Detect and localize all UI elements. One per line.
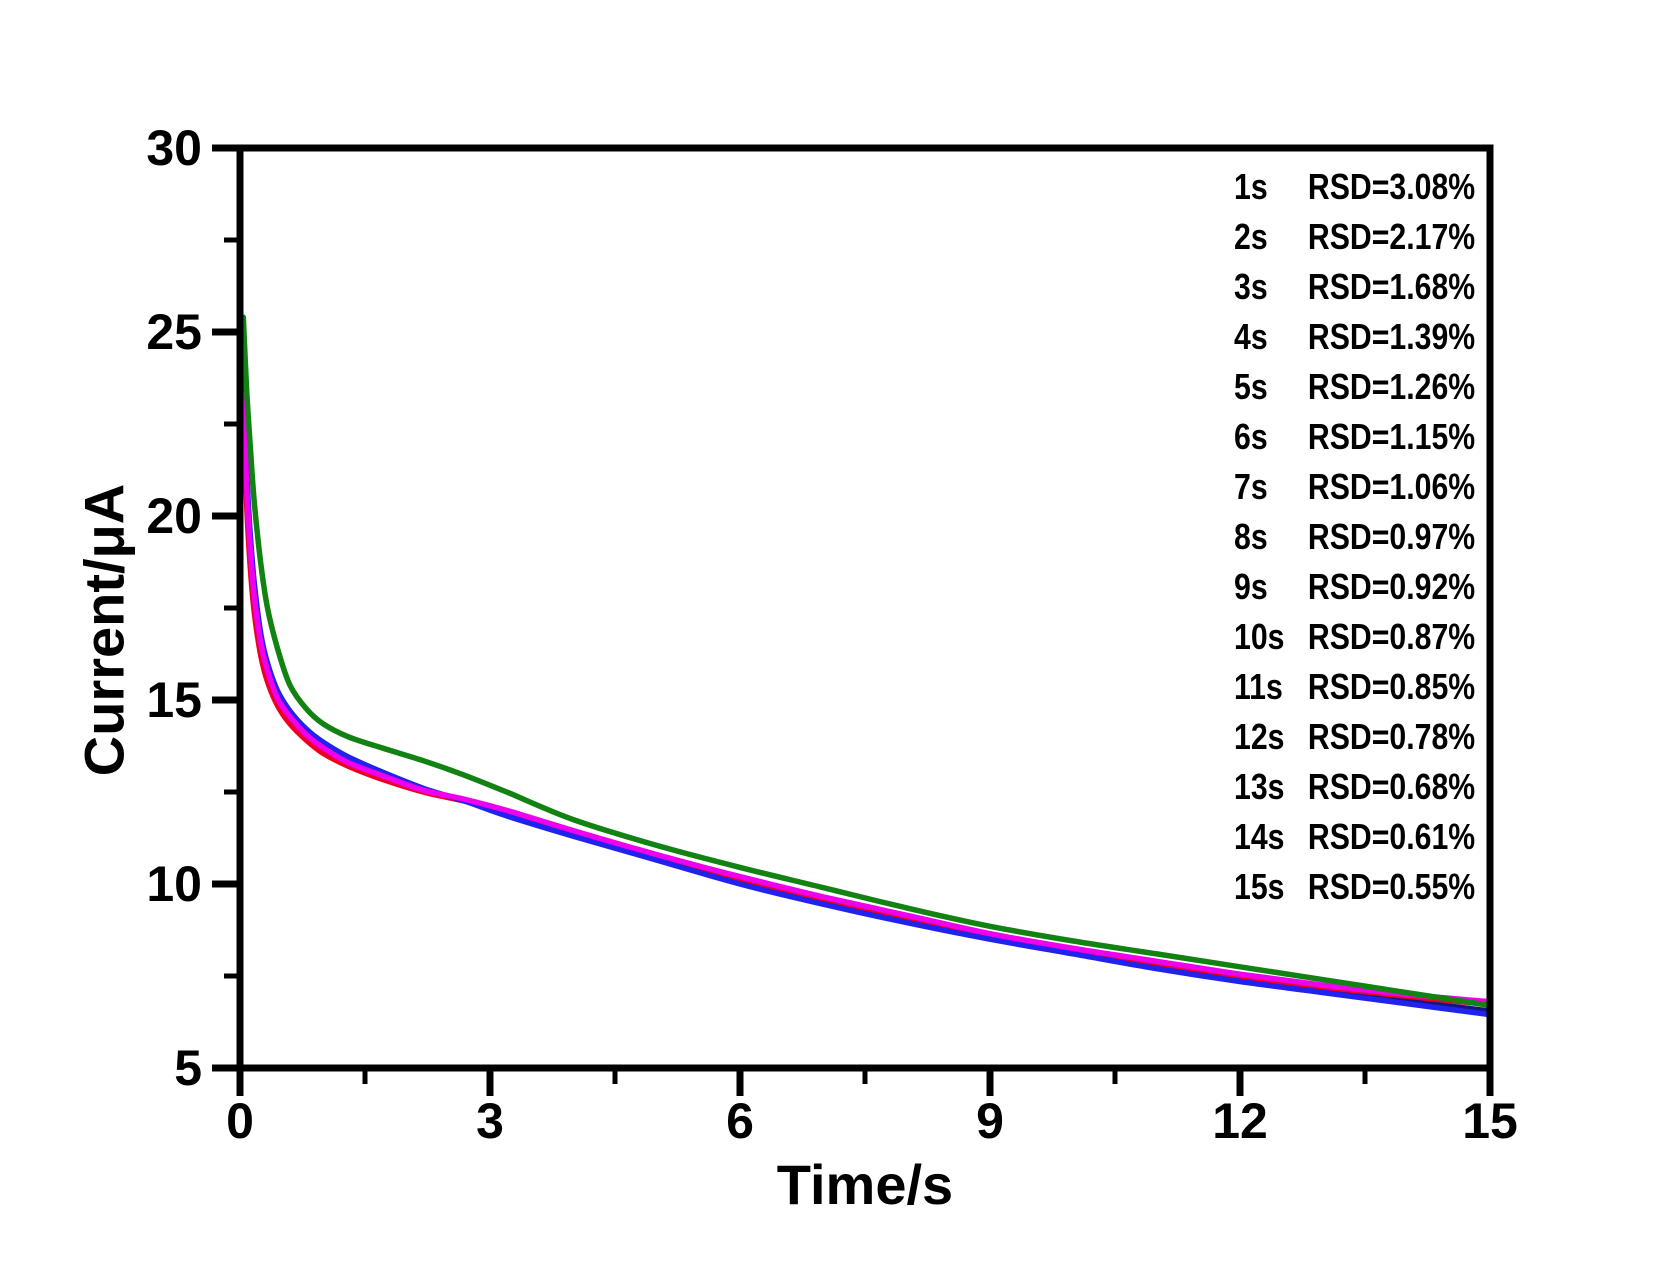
legend-row: 7s RSD=1.06%	[1234, 462, 1475, 512]
legend-rsd-value: RSD=0.55%	[1307, 866, 1476, 907]
y-tick-label: 30	[146, 120, 202, 176]
legend-row: 4s RSD=1.39%	[1234, 312, 1475, 362]
legend-rsd-value: RSD=0.87%	[1307, 616, 1476, 657]
y-tick-label: 20	[146, 488, 202, 544]
legend-row: 5s RSD=1.26%	[1234, 362, 1475, 412]
x-tick-label: 12	[1212, 1093, 1268, 1149]
legend-row: 2s RSD=2.17%	[1234, 212, 1475, 262]
legend-rsd-value: RSD=3.08%	[1307, 166, 1476, 207]
y-tick-label: 10	[146, 856, 202, 912]
legend-time-label: 9s	[1234, 566, 1268, 607]
y-tick-label: 25	[146, 304, 202, 360]
legend-time-label: 4s	[1234, 316, 1268, 357]
legend-row: 10s RSD=0.87%	[1234, 612, 1475, 662]
legend-rsd-value: RSD=1.26%	[1307, 366, 1476, 407]
x-tick-label: 0	[226, 1093, 254, 1149]
legend-row: 15s RSD=0.55%	[1234, 862, 1475, 912]
legend-time-label: 5s	[1234, 366, 1268, 407]
legend-rsd-value: RSD=0.92%	[1307, 566, 1476, 607]
legend-time-label: 8s	[1234, 516, 1268, 557]
legend-rsd-value: RSD=1.15%	[1307, 416, 1476, 457]
y-tick-label: 5	[174, 1040, 202, 1096]
legend-time-label: 1s	[1234, 166, 1268, 207]
legend-time-label: 15s	[1234, 866, 1285, 907]
legend-row: 11s RSD=0.85%	[1234, 662, 1475, 712]
legend-time-label: 7s	[1234, 466, 1268, 507]
x-tick-label: 15	[1462, 1093, 1518, 1149]
legend: 1s RSD=3.08% 2s RSD=2.17% 3s RSD=1.68% 4s RSD=1…	[1234, 162, 1475, 912]
x-axis-title: Time/s	[776, 1153, 954, 1216]
legend-time-label: 13s	[1234, 766, 1285, 807]
series-line-green	[240, 314, 1490, 1009]
legend-row: 1s RSD=3.08%	[1234, 162, 1475, 212]
y-axis-title: Current/μA	[72, 483, 136, 777]
legend-rsd-value: RSD=0.97%	[1307, 516, 1476, 557]
y-tick-label: 15	[146, 672, 202, 728]
legend-rsd-value: RSD=1.06%	[1307, 466, 1476, 507]
legend-rsd-value: RSD=0.78%	[1307, 716, 1476, 757]
legend-rsd-value: RSD=1.68%	[1307, 266, 1476, 307]
legend-time-label: 14s	[1234, 816, 1285, 857]
x-tick-label: 3	[476, 1093, 504, 1149]
legend-rsd-value: RSD=0.68%	[1307, 766, 1476, 807]
legend-row: 12s RSD=0.78%	[1234, 712, 1475, 762]
legend-row: 9s RSD=0.92%	[1234, 562, 1475, 612]
legend-row: 3s RSD=1.68%	[1234, 262, 1475, 312]
legend-time-label: 2s	[1234, 216, 1268, 257]
legend-time-label: 11s	[1234, 666, 1283, 707]
x-tick-label: 6	[726, 1093, 754, 1149]
legend-rsd-value: RSD=0.61%	[1307, 816, 1476, 857]
legend-rsd-value: RSD=2.17%	[1307, 216, 1476, 257]
legend-row: 6s RSD=1.15%	[1234, 412, 1475, 462]
legend-time-label: 6s	[1234, 416, 1268, 457]
legend-row: 14s RSD=0.61%	[1234, 812, 1475, 862]
x-tick-label: 9	[976, 1093, 1004, 1149]
legend-time-label: 3s	[1234, 266, 1268, 307]
legend-time-label: 10s	[1234, 616, 1285, 657]
legend-time-label: 12s	[1234, 716, 1285, 757]
series-line-magenta	[240, 391, 1490, 1005]
legend-rsd-value: RSD=1.39%	[1307, 316, 1476, 357]
legend-row: 13s RSD=0.68%	[1234, 762, 1475, 812]
legend-row: 8s RSD=0.97%	[1234, 512, 1475, 562]
legend-rsd-value: RSD=0.85%	[1307, 666, 1476, 707]
